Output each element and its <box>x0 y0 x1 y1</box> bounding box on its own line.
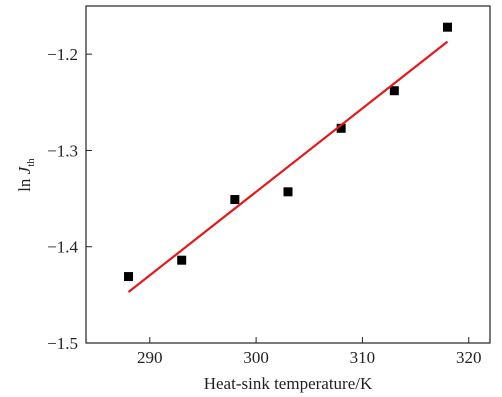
y-tick-label: −1.4 <box>47 238 78 257</box>
y-tick-label: −1.2 <box>47 45 78 64</box>
y-axis-label: ln Jth <box>15 158 37 192</box>
x-tick-label: 290 <box>137 348 163 367</box>
data-point <box>124 272 134 282</box>
data-point <box>283 187 293 197</box>
series-layer <box>124 22 452 293</box>
x-tick-labels: 290 300 310 320 <box>137 348 481 367</box>
plot-frame <box>85 5 491 344</box>
x-tick-label: 300 <box>243 348 269 367</box>
y-tick-labels: −1.2 −1.3 −1.4 −1.5 <box>47 45 78 353</box>
x-tick-label: 310 <box>350 348 376 367</box>
data-point <box>442 22 452 32</box>
x-tick-label: 320 <box>456 348 482 367</box>
tick-marks <box>86 53 470 344</box>
fit-line <box>127 40 449 293</box>
y-tick-label: −1.3 <box>47 141 78 160</box>
data-point <box>336 123 346 133</box>
y-tick-label: −1.5 <box>47 334 78 353</box>
x-axis-label: Heat-sink temperature/K <box>204 374 373 393</box>
data-point <box>177 255 187 265</box>
data-point <box>389 86 399 96</box>
data-point <box>230 195 240 205</box>
